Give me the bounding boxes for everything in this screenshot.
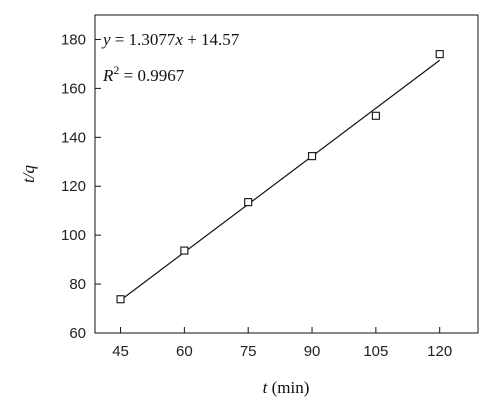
y-axis-title: t/q	[19, 165, 38, 183]
data-points	[116, 50, 444, 304]
y-tick-label-0: 60	[69, 325, 86, 342]
y-tick-label-3: 120	[61, 178, 86, 195]
y-tick-label-2: 100	[61, 227, 86, 244]
x-tick-label-0: 45	[112, 343, 129, 360]
data-point-4	[371, 111, 380, 120]
y-tick-label-6: 180	[61, 31, 86, 48]
r2-annotation: R2 = 0.9967	[102, 63, 185, 85]
x-axis-var: t	[263, 378, 269, 397]
fit-line	[120, 59, 441, 301]
x-ticks: 45 60 75 90 105 120	[112, 327, 452, 360]
r2-value: = 0.9967	[119, 66, 184, 85]
x-tick-label-2: 75	[240, 343, 257, 360]
y-tick-label-5: 160	[61, 80, 86, 97]
data-point-1	[180, 246, 189, 255]
data-point-2	[244, 198, 253, 207]
y-ticks: 60 80 100 120 140 160 180	[61, 31, 101, 342]
x-axis-title: t (min)	[263, 378, 310, 397]
x-tick-label-3: 90	[304, 343, 321, 360]
y-tick-label-4: 140	[61, 129, 86, 146]
r2-sup: 2	[113, 63, 119, 77]
data-point-0	[116, 295, 125, 304]
x-tick-label-5: 120	[427, 343, 452, 360]
data-point-5	[435, 50, 444, 59]
equation-annotation: y = 1.3077x + 14.57	[101, 30, 240, 49]
y-tick-label-1: 80	[69, 276, 86, 293]
data-point-3	[307, 152, 317, 161]
x-tick-label-4: 105	[363, 343, 388, 360]
x-axis-unit: (min)	[267, 378, 309, 397]
plot-frame	[94, 14, 479, 334]
x-tick-label-1: 60	[176, 343, 193, 360]
r2-label: R	[102, 66, 114, 85]
